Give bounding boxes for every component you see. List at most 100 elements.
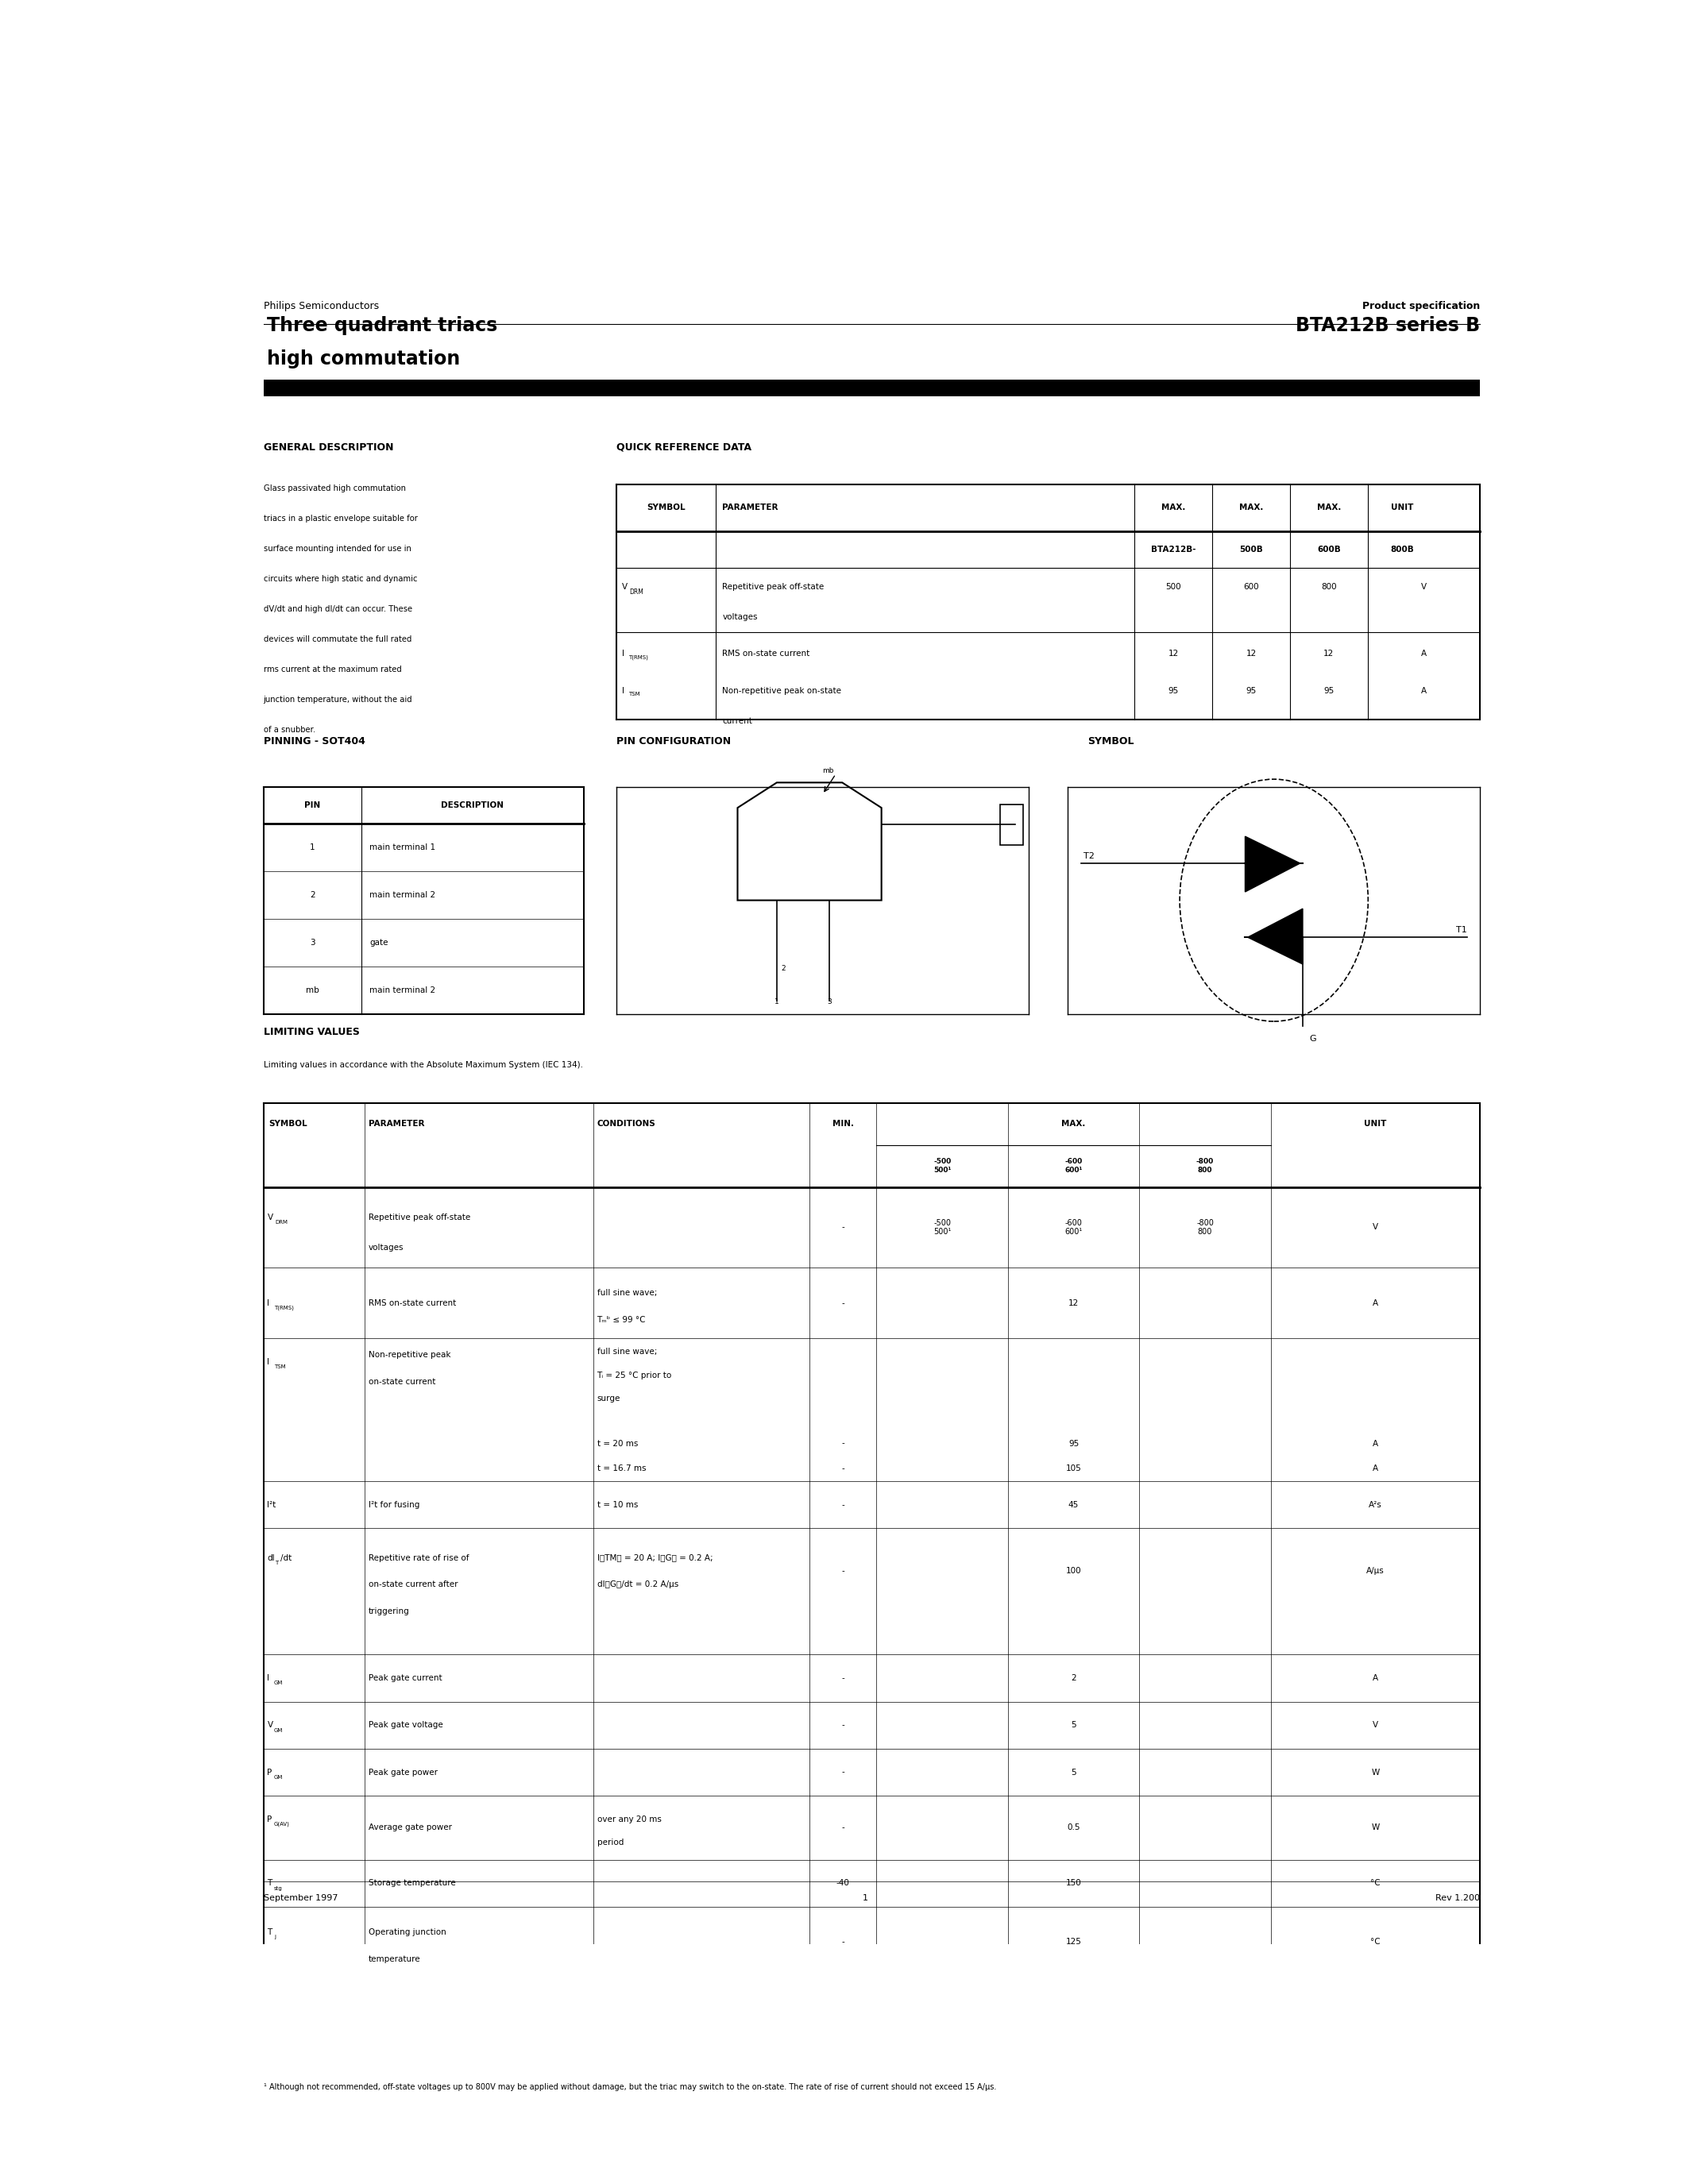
Text: V: V (1372, 1721, 1377, 1730)
Text: -: - (842, 1769, 844, 1776)
Text: 0.5: 0.5 (1067, 1824, 1080, 1832)
Text: V: V (1372, 1223, 1377, 1232)
Text: 95: 95 (1246, 688, 1256, 695)
Text: temperature: temperature (368, 1955, 420, 1963)
Text: QUICK REFERENCE DATA: QUICK REFERENCE DATA (616, 441, 751, 452)
Text: DRM: DRM (630, 587, 643, 596)
Text: PIN CONFIGURATION: PIN CONFIGURATION (616, 736, 731, 747)
Text: t = 16.7 ms: t = 16.7 ms (598, 1465, 647, 1472)
Text: Repetitive peak off-state: Repetitive peak off-state (368, 1214, 471, 1221)
Text: of a snubber.: of a snubber. (263, 727, 316, 734)
Text: T1: T1 (1457, 926, 1467, 935)
Text: °C: °C (1371, 1878, 1381, 1887)
Text: P: P (267, 1815, 272, 1824)
Text: -: - (842, 1500, 844, 1509)
Text: 95: 95 (1069, 1439, 1079, 1448)
Text: °C: °C (1371, 1937, 1381, 1946)
Text: -: - (842, 1568, 844, 1575)
Text: -: - (842, 1937, 844, 1946)
Text: Peak gate power: Peak gate power (368, 1769, 437, 1776)
Text: 2: 2 (782, 965, 785, 972)
Text: RMS on-state current: RMS on-state current (368, 1299, 456, 1306)
Text: I: I (621, 651, 625, 657)
Text: V: V (1421, 583, 1426, 590)
Text: 105: 105 (1065, 1465, 1082, 1472)
Text: PARAMETER: PARAMETER (722, 505, 778, 511)
Text: A: A (1372, 1439, 1377, 1448)
Text: current: current (722, 716, 753, 725)
Text: MIN.: MIN. (832, 1120, 854, 1127)
Text: main terminal 2: main terminal 2 (370, 891, 436, 900)
Text: Peak gate current: Peak gate current (368, 1675, 442, 1682)
Text: Storage temperature: Storage temperature (368, 1878, 456, 1887)
Text: period: period (598, 1839, 623, 1848)
Text: T(RMS): T(RMS) (273, 1306, 294, 1310)
Text: 45: 45 (1069, 1500, 1079, 1509)
Text: -: - (842, 1439, 844, 1448)
Text: on-state current after: on-state current after (368, 1581, 457, 1588)
Text: SYMBOL: SYMBOL (268, 1120, 307, 1127)
Text: 12: 12 (1323, 651, 1334, 657)
Text: t = 10 ms: t = 10 ms (598, 1500, 638, 1509)
Text: MAX.: MAX. (1062, 1120, 1085, 1127)
Text: -: - (842, 1721, 844, 1730)
Text: 5: 5 (1070, 1769, 1077, 1776)
Text: A: A (1372, 1299, 1377, 1306)
Text: V: V (267, 1214, 273, 1221)
Text: Repetitive rate of rise of: Repetitive rate of rise of (368, 1553, 469, 1562)
Text: T: T (275, 1562, 279, 1566)
Text: Repetitive peak off-state: Repetitive peak off-state (722, 583, 824, 590)
Text: circuits where high static and dynamic: circuits where high static and dynamic (263, 574, 417, 583)
Text: Operating junction: Operating junction (368, 1928, 446, 1935)
Text: -800
800: -800 800 (1197, 1158, 1214, 1173)
Text: A: A (1372, 1675, 1377, 1682)
Text: PINNING - SOT404: PINNING - SOT404 (263, 736, 365, 747)
Text: /dt: /dt (280, 1553, 292, 1562)
Text: P: P (267, 1769, 272, 1776)
Text: 1: 1 (311, 843, 316, 852)
Text: I²t for fusing: I²t for fusing (368, 1500, 419, 1509)
Text: Tᵢ = 25 °C prior to: Tᵢ = 25 °C prior to (598, 1372, 672, 1380)
Text: 1: 1 (775, 998, 780, 1005)
Text: ¹ Although not recommended, off-state voltages up to 800V may be applied without: ¹ Although not recommended, off-state vo… (263, 2084, 996, 2092)
Text: 12: 12 (1246, 651, 1256, 657)
Text: Limiting values in accordance with the Absolute Maximum System (IEC 134).: Limiting values in accordance with the A… (263, 1061, 582, 1068)
Text: I: I (621, 688, 625, 695)
Text: Tₘᵇ ≤ 99 °C: Tₘᵇ ≤ 99 °C (598, 1317, 647, 1324)
Text: September 1997: September 1997 (263, 1894, 338, 1902)
Text: W: W (1371, 1769, 1379, 1776)
Text: GM: GM (273, 1682, 284, 1686)
Text: I: I (267, 1299, 270, 1306)
Text: full sine wave;: full sine wave; (598, 1348, 657, 1356)
Text: 3: 3 (827, 998, 832, 1005)
Text: surge: surge (598, 1396, 619, 1402)
Text: -500
500¹: -500 500¹ (933, 1158, 950, 1173)
Text: dI: dI (267, 1553, 275, 1562)
Text: 5: 5 (1070, 1721, 1077, 1730)
Text: G(AV): G(AV) (273, 1821, 290, 1828)
Polygon shape (1246, 836, 1300, 891)
Text: BTA212B-: BTA212B- (1151, 546, 1195, 553)
Text: 125: 125 (1065, 1937, 1082, 1946)
Text: 95: 95 (1323, 688, 1334, 695)
Text: W: W (1371, 1824, 1379, 1832)
Text: 800: 800 (1322, 583, 1337, 590)
Text: Rev 1.200: Rev 1.200 (1435, 1894, 1480, 1902)
Text: dV/dt and high dI/dt can occur. These: dV/dt and high dI/dt can occur. These (263, 605, 412, 614)
Text: 800B: 800B (1391, 546, 1415, 553)
Text: mb: mb (822, 767, 834, 773)
Polygon shape (1247, 909, 1303, 963)
Text: high commutation: high commutation (267, 349, 461, 369)
Text: Product specification: Product specification (1362, 301, 1480, 310)
Text: voltages: voltages (368, 1243, 403, 1251)
Text: PIN: PIN (304, 802, 321, 810)
Text: main terminal 2: main terminal 2 (370, 985, 436, 994)
Text: 3: 3 (311, 939, 316, 946)
Text: 500: 500 (1166, 583, 1182, 590)
Text: triggering: triggering (368, 1607, 410, 1616)
Text: I²t: I²t (267, 1500, 277, 1509)
Text: -: - (842, 1299, 844, 1306)
Text: DRM: DRM (275, 1221, 289, 1225)
Text: -: - (842, 1675, 844, 1682)
Text: devices will commutate the full rated: devices will commutate the full rated (263, 636, 412, 644)
